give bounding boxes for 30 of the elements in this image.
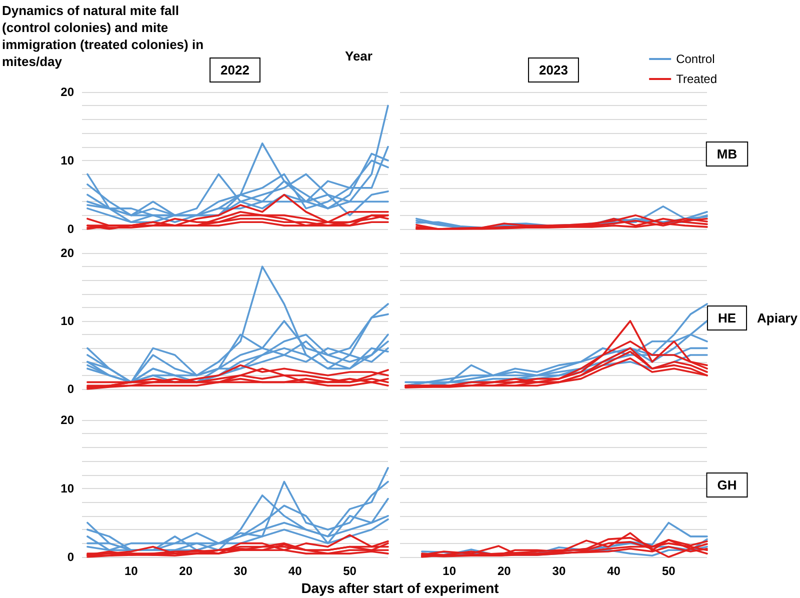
chart-title: 2022 [220,62,250,78]
legend-label: Treated [676,72,718,86]
legend-label: Control [676,52,715,66]
x-tick-label: 10 [442,564,456,578]
text: GH [717,478,737,492]
x-tick-label: 20 [497,564,512,578]
y-axis-title: Dynamics of natural mite fall (control colonies) and mite immigration (treated colonies) in mites/day [2,3,208,69]
y-tick-label: 20 [60,246,74,260]
chart-title: 2023 [539,62,568,78]
text: MB [716,146,738,162]
x-tick-label: 30 [234,564,248,578]
x-tick-label: 10 [124,564,138,578]
x-tick-label: 30 [552,564,566,578]
y-tick-label: 20 [60,413,74,427]
x-tick-label: 50 [662,564,676,578]
x-axis-title: Days after start of experiment [301,580,500,596]
x-tick-label: 40 [288,564,302,578]
text: Apiary [757,310,798,326]
x-tick-label: 20 [179,564,193,578]
y-tick-label: 10 [60,482,74,496]
y-tick-label: 0 [67,550,74,564]
y-tick-label: 10 [60,314,74,328]
y-tick-label: 20 [60,85,74,99]
y-tick-label: 0 [67,382,74,396]
y-tick-label: 0 [67,222,74,236]
y-tick-label: 10 [60,154,74,168]
text: Year [345,48,372,64]
x-tick-label: 40 [607,564,621,578]
x-tick-label: 50 [343,564,357,578]
text: HE [718,310,736,326]
